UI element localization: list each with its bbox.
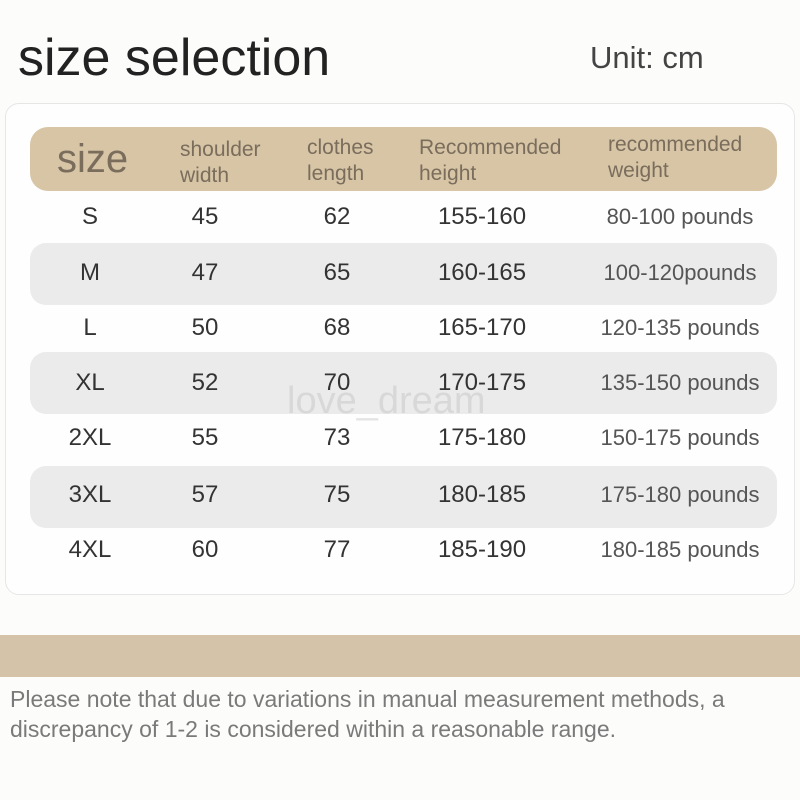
page-title: size selection bbox=[18, 29, 331, 87]
cell-weight: 80-100 pounds bbox=[606, 204, 754, 229]
cell-size: 3XL bbox=[68, 481, 112, 508]
cell-shoulder-width: 52 bbox=[191, 369, 219, 396]
cell-clothes-length: 75 bbox=[323, 481, 351, 508]
cell-clothes-length: 65 bbox=[323, 259, 351, 286]
cell-height: 180-185 bbox=[437, 481, 527, 508]
cell-size: S bbox=[81, 203, 99, 230]
header-recommended-weight: recommended weight bbox=[608, 133, 743, 182]
row-band bbox=[30, 466, 777, 528]
cell-weight: 120-135 pounds bbox=[600, 315, 760, 340]
cell-height: 185-190 bbox=[437, 536, 527, 563]
cell-weight: 150-175 pounds bbox=[600, 425, 760, 450]
cell-clothes-length: 70 bbox=[323, 369, 351, 396]
header-recommended-height: Recommended height bbox=[419, 136, 562, 185]
header-shoulder-width: shoulder width bbox=[180, 138, 261, 187]
cell-height: 155-160 bbox=[437, 203, 527, 230]
header-clothes-length: clothes length bbox=[307, 136, 374, 185]
cell-clothes-length: 68 bbox=[323, 314, 351, 341]
cell-clothes-length: 62 bbox=[323, 203, 351, 230]
header-size: size bbox=[57, 137, 129, 181]
cell-shoulder-width: 45 bbox=[191, 203, 219, 230]
cell-weight: 135-150 pounds bbox=[600, 370, 760, 395]
cell-size: L bbox=[83, 314, 97, 341]
watermark: love_dream bbox=[287, 380, 486, 422]
cell-height: 170-175 bbox=[437, 369, 527, 396]
row-band bbox=[30, 243, 777, 305]
row-band bbox=[30, 352, 777, 414]
cell-shoulder-width: 60 bbox=[191, 536, 219, 563]
cell-shoulder-width: 55 bbox=[191, 424, 219, 451]
cell-clothes-length: 77 bbox=[323, 536, 351, 563]
cell-size: XL bbox=[75, 369, 105, 396]
cell-size: M bbox=[80, 259, 100, 286]
cell-weight: 175-180 pounds bbox=[600, 482, 760, 507]
cell-height: 175-180 bbox=[437, 424, 527, 451]
measurement-note: Please note that due to variations in ma… bbox=[10, 686, 725, 742]
unit-label: Unit: cm bbox=[590, 40, 704, 75]
cell-height: 165-170 bbox=[437, 314, 527, 341]
cell-height: 160-165 bbox=[437, 259, 527, 286]
decorative-stripe bbox=[0, 635, 800, 677]
cell-clothes-length: 73 bbox=[323, 424, 351, 451]
cell-shoulder-width: 50 bbox=[191, 314, 219, 341]
table-header: size shoulder width clothes length Recom… bbox=[30, 127, 777, 191]
cell-size: 4XL bbox=[68, 536, 112, 563]
cell-shoulder-width: 47 bbox=[191, 259, 219, 286]
cell-weight: 100-120pounds bbox=[603, 260, 757, 285]
cell-size: 2XL bbox=[68, 424, 112, 451]
cell-shoulder-width: 57 bbox=[191, 481, 219, 508]
cell-weight: 180-185 pounds bbox=[600, 537, 760, 562]
